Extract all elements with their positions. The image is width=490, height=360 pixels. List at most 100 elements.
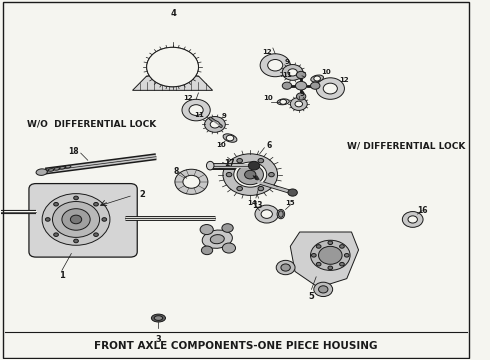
- Circle shape: [234, 162, 267, 187]
- Circle shape: [312, 253, 316, 257]
- Circle shape: [52, 202, 99, 237]
- Circle shape: [237, 158, 243, 163]
- Circle shape: [42, 194, 110, 245]
- Text: 13: 13: [253, 201, 263, 210]
- Text: 18: 18: [68, 147, 78, 156]
- Circle shape: [237, 186, 243, 191]
- Circle shape: [408, 216, 417, 223]
- Circle shape: [205, 117, 225, 132]
- Circle shape: [311, 82, 320, 89]
- Circle shape: [317, 245, 321, 248]
- Circle shape: [323, 83, 338, 94]
- Ellipse shape: [278, 211, 283, 217]
- Polygon shape: [290, 232, 359, 288]
- Circle shape: [316, 78, 344, 99]
- Circle shape: [54, 202, 58, 206]
- Text: 1: 1: [59, 270, 65, 279]
- Circle shape: [201, 246, 213, 255]
- Circle shape: [168, 63, 177, 71]
- Circle shape: [226, 135, 234, 141]
- Circle shape: [200, 225, 213, 235]
- Circle shape: [260, 54, 290, 77]
- Text: 12: 12: [183, 95, 193, 101]
- Ellipse shape: [223, 134, 237, 142]
- FancyBboxPatch shape: [29, 184, 137, 257]
- Circle shape: [282, 64, 303, 80]
- Circle shape: [255, 205, 278, 223]
- Ellipse shape: [277, 210, 285, 219]
- Circle shape: [318, 286, 328, 293]
- Circle shape: [281, 264, 291, 271]
- Circle shape: [147, 47, 198, 87]
- Text: 10: 10: [216, 142, 226, 148]
- Polygon shape: [132, 76, 213, 90]
- Text: 4: 4: [171, 9, 176, 18]
- Circle shape: [295, 101, 302, 107]
- Circle shape: [222, 224, 233, 232]
- Text: 10: 10: [263, 95, 273, 100]
- Circle shape: [102, 218, 107, 221]
- Circle shape: [189, 105, 203, 116]
- Circle shape: [94, 202, 98, 206]
- Circle shape: [340, 262, 344, 266]
- Text: FRONT AXLE COMPONENTS-ONE PIECE HOUSING: FRONT AXLE COMPONENTS-ONE PIECE HOUSING: [95, 341, 378, 351]
- Text: 16: 16: [417, 206, 427, 215]
- Circle shape: [261, 210, 272, 219]
- Circle shape: [314, 282, 333, 297]
- Circle shape: [340, 245, 344, 248]
- Circle shape: [258, 186, 264, 191]
- Circle shape: [311, 240, 350, 270]
- Ellipse shape: [151, 314, 166, 322]
- Circle shape: [210, 121, 220, 128]
- Circle shape: [223, 154, 277, 195]
- Circle shape: [288, 69, 297, 76]
- Text: 10: 10: [321, 69, 331, 75]
- Circle shape: [94, 233, 98, 237]
- Circle shape: [183, 175, 200, 188]
- Circle shape: [328, 266, 333, 270]
- Circle shape: [222, 243, 236, 253]
- Circle shape: [288, 189, 297, 196]
- Text: 12: 12: [340, 77, 349, 83]
- Circle shape: [54, 233, 58, 237]
- Ellipse shape: [202, 230, 232, 248]
- Circle shape: [282, 82, 292, 89]
- Ellipse shape: [210, 235, 224, 244]
- Ellipse shape: [60, 167, 65, 169]
- Circle shape: [147, 47, 198, 87]
- Circle shape: [248, 161, 260, 170]
- Ellipse shape: [311, 75, 323, 82]
- Text: 3: 3: [155, 335, 161, 344]
- Circle shape: [71, 215, 82, 224]
- Ellipse shape: [43, 170, 48, 172]
- Ellipse shape: [65, 166, 71, 168]
- Circle shape: [295, 81, 307, 90]
- Circle shape: [318, 246, 342, 264]
- Circle shape: [290, 98, 307, 111]
- Text: 17: 17: [224, 159, 234, 168]
- Text: 2: 2: [139, 190, 145, 199]
- Text: 5: 5: [309, 292, 315, 301]
- Circle shape: [226, 172, 232, 177]
- Ellipse shape: [49, 169, 54, 171]
- Text: 9: 9: [222, 113, 227, 119]
- Text: 15: 15: [286, 200, 295, 206]
- Circle shape: [245, 170, 256, 179]
- Circle shape: [258, 158, 264, 163]
- Circle shape: [269, 172, 274, 177]
- Circle shape: [162, 59, 183, 75]
- Circle shape: [74, 239, 78, 243]
- Circle shape: [280, 99, 287, 104]
- Text: 8: 8: [173, 167, 179, 176]
- Text: W/ DIFFERENTIAL LOCK: W/ DIFFERENTIAL LOCK: [347, 141, 465, 150]
- Ellipse shape: [277, 99, 289, 105]
- Circle shape: [237, 165, 264, 185]
- Circle shape: [344, 253, 349, 257]
- Text: 9: 9: [285, 59, 290, 66]
- Text: W/O  DIFFERENTIAL LOCK: W/O DIFFERENTIAL LOCK: [26, 120, 156, 129]
- Ellipse shape: [36, 169, 47, 175]
- Circle shape: [314, 76, 320, 81]
- Circle shape: [296, 93, 306, 100]
- Text: 12: 12: [262, 49, 271, 55]
- Circle shape: [317, 262, 321, 266]
